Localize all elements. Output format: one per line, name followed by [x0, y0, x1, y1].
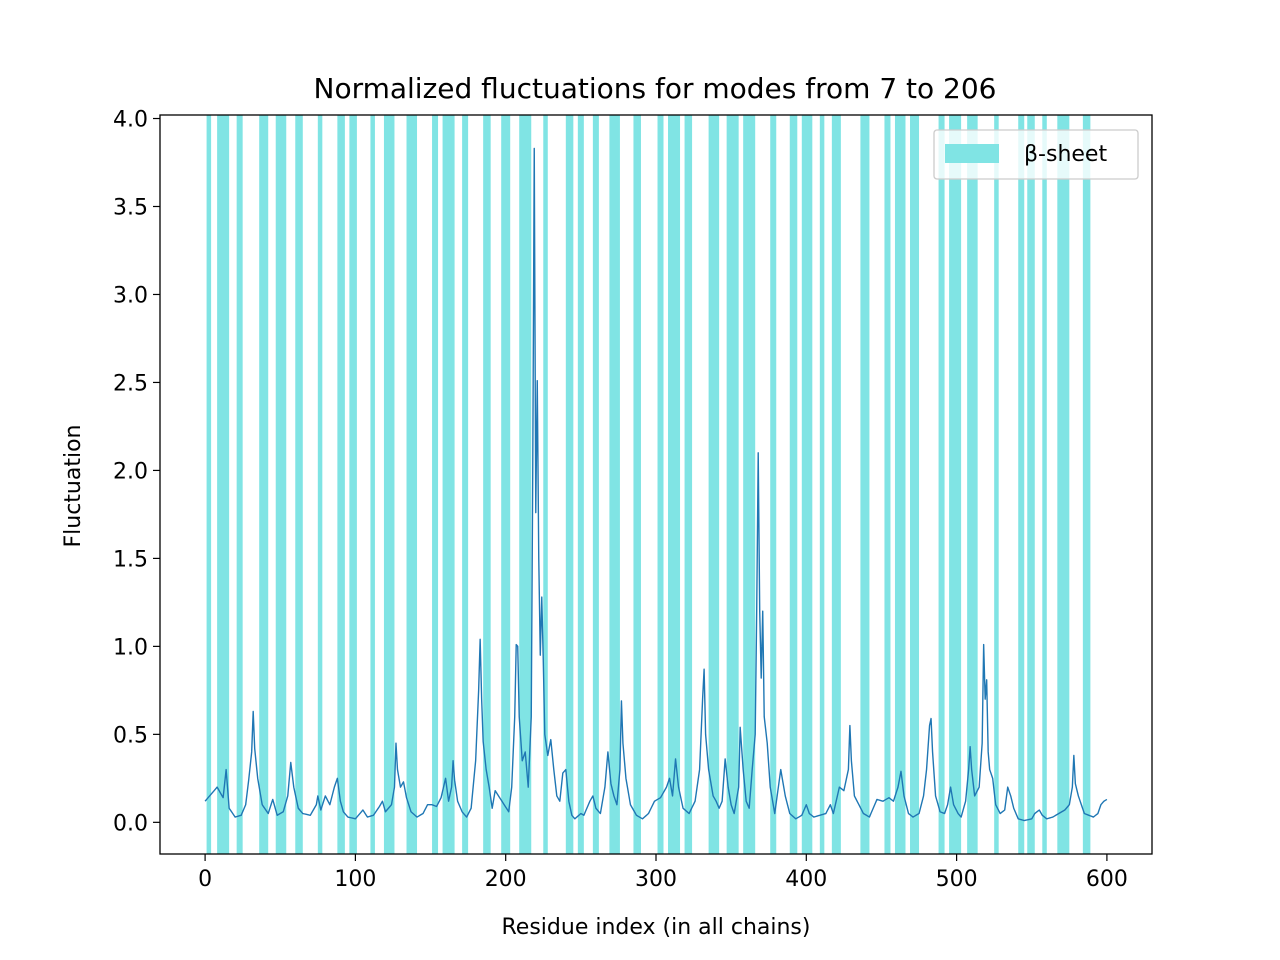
plot-frame: [159, 114, 1153, 855]
beta-sheet-bands: [206, 115, 1091, 854]
fluctuation-series: [204, 147, 1108, 822]
beta-sheet-band: [770, 115, 777, 854]
x-axis-ticks: 0 100 200 300 400 500 600: [198, 854, 1128, 892]
beta-sheet-band: [349, 115, 357, 854]
y-tick-label: 2.0: [113, 459, 148, 484]
beta-sheet-band: [708, 115, 720, 854]
beta-sheet-band: [543, 115, 548, 854]
x-tick-label: 100: [334, 867, 376, 892]
beta-sheet-band: [432, 115, 439, 854]
y-tick-label: 1.5: [113, 547, 148, 572]
y-tick-label: 1.0: [113, 635, 148, 660]
beta-sheet-band: [668, 115, 681, 854]
x-tick-label: 600: [1086, 867, 1128, 892]
beta-sheet-band: [1042, 115, 1047, 854]
beta-sheet-band: [831, 115, 841, 854]
beta-sheet-band: [592, 115, 599, 854]
legend-swatch-beta-sheet: [945, 144, 999, 163]
legend: β-sheet: [933, 129, 1139, 180]
beta-sheet-band: [406, 115, 418, 854]
beta-sheet-band: [609, 115, 620, 854]
chart-title: Normalized fluctuations for modes from 7…: [314, 72, 997, 105]
beta-sheet-band: [994, 115, 999, 854]
beta-sheet-band: [726, 115, 739, 854]
beta-sheet-band: [1027, 115, 1035, 854]
beta-sheet-band: [949, 115, 962, 854]
beta-sheet-band: [483, 115, 491, 854]
y-tick-label: 0.0: [113, 811, 148, 836]
y-axis-label: Fluctuation: [61, 425, 86, 548]
beta-sheet-band: [259, 115, 269, 854]
beta-sheet-band: [1057, 115, 1070, 854]
x-tick-label: 0: [198, 867, 212, 892]
x-tick-label: 500: [936, 867, 978, 892]
legend-frame: [933, 129, 1139, 180]
beta-sheet-band: [317, 115, 323, 854]
beta-sheet-band: [910, 115, 920, 854]
beta-sheet-band: [860, 115, 870, 854]
beta-sheet-band: [884, 115, 891, 854]
x-tick-label: 200: [485, 867, 527, 892]
beta-sheet-band: [236, 115, 243, 854]
legend-label-beta-sheet: β-sheet: [1024, 142, 1107, 167]
beta-sheet-band: [370, 115, 375, 854]
x-axis-label: Residue index (in all chains): [502, 915, 811, 940]
beta-sheet-band: [565, 115, 574, 854]
beta-sheet-band: [462, 115, 469, 854]
beta-sheet-band: [789, 115, 798, 854]
beta-sheet-band: [657, 115, 664, 854]
beta-sheet-band: [801, 115, 813, 854]
beta-sheet-band: [938, 115, 945, 854]
y-tick-label: 3.0: [113, 283, 148, 308]
beta-sheet-band: [577, 115, 584, 854]
beta-sheet-band: [217, 115, 230, 854]
beta-sheet-band: [501, 115, 511, 854]
beta-sheet-band: [275, 115, 287, 854]
beta-sheet-band: [206, 115, 212, 854]
beta-sheet-band: [684, 115, 693, 854]
beta-sheet-band: [1082, 115, 1091, 854]
x-tick-label: 400: [785, 867, 827, 892]
beta-sheet-band: [337, 115, 345, 854]
beta-sheet-band: [894, 115, 906, 854]
beta-sheet-band: [1018, 115, 1025, 854]
beta-sheet-band: [743, 115, 756, 854]
y-axis-ticks: 0.0 0.5 1.0 1.5 2.0 2.5 3.0 3.5 4.0: [113, 108, 160, 836]
y-tick-label: 2.5: [113, 371, 148, 396]
y-tick-label: 0.5: [113, 723, 148, 748]
beta-sheet-band: [519, 115, 532, 854]
beta-sheet-band: [819, 115, 825, 854]
fluctuation-line: [204, 147, 1108, 822]
beta-sheet-band: [967, 115, 978, 854]
beta-sheet-band: [442, 115, 455, 854]
beta-sheet-band: [633, 115, 641, 854]
beta-sheet-band: [383, 115, 395, 854]
y-tick-label: 4.0: [113, 108, 148, 133]
beta-sheet-band: [295, 115, 303, 854]
y-tick-label: 3.5: [113, 195, 148, 220]
x-tick-label: 300: [635, 867, 677, 892]
